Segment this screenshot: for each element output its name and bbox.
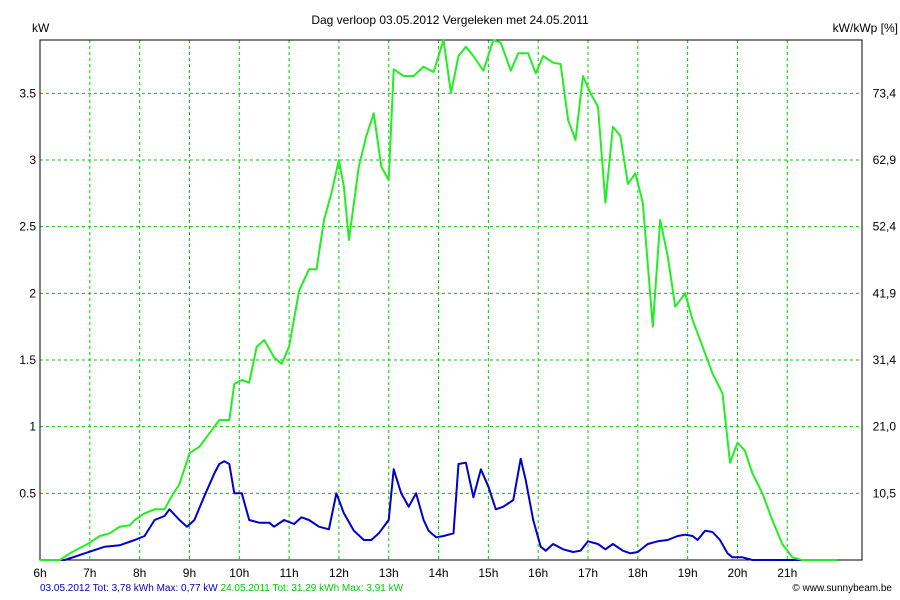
x-tick-label: 13h — [379, 566, 399, 580]
grid — [40, 40, 862, 560]
y-axis-left-label: kW — [32, 21, 50, 35]
y-tick-label-right: 31,4 — [873, 353, 897, 367]
x-tick-label: 21h — [777, 566, 797, 580]
y-axis-right-label: kW/kWp [%] — [833, 21, 898, 35]
y-axis-right: 10,5 21,0 31,4 41,9 52,4 62,9 73,4 — [873, 86, 897, 500]
legend-series-2-max: Max: 3,91 kW — [341, 583, 404, 594]
x-tick-label: 7h — [83, 566, 96, 580]
x-tick-label: 8h — [133, 566, 146, 580]
series-layer — [40, 39, 838, 561]
legend-series-2-label: 24.05.2011 — [220, 583, 270, 594]
x-axis: 6h 7h 8h 9h 10h 11h 12h 13h 14h 15h 16h 17h 18h 19h 20… — [33, 566, 797, 580]
y-axis-left: 0.5 1 1.5 2 2.5 3 3.5 — [19, 86, 36, 500]
y-tick-label-left: 1 — [29, 420, 36, 434]
y-tick-label-right: 62,9 — [873, 153, 897, 167]
y-tick-label-left: 2.5 — [19, 220, 36, 234]
x-tick-label: 18h — [628, 566, 648, 580]
legend-series-1: 03.05.2012 Tot: 3,78 kWh Max: 0,77 kW — [40, 583, 221, 594]
legend: 03.05.2012 Tot: 3,78 kWh Max: 0,77 kW 24… — [40, 583, 403, 594]
legend-series-2: 24.05.2011 Tot: 31,29 kWh Max: 3,91 kW — [221, 583, 404, 594]
x-tick-label: 6h — [33, 566, 46, 580]
y-tick-label-right: 73,4 — [873, 86, 897, 100]
legend-series-2-total: Tot: 31,29 kWh — [272, 583, 340, 594]
legend-series-1-label: 03.05.2012 — [40, 583, 91, 594]
series-line-2 — [40, 39, 838, 561]
chart-title: Dag verloop 03.05.2012 Vergeleken met 24… — [311, 13, 589, 27]
x-tick-label: 16h — [528, 566, 548, 580]
x-tick-label: 11h — [280, 566, 299, 580]
y-tick-label-right: 10,5 — [873, 486, 897, 500]
x-tick-label: 10h — [229, 566, 249, 580]
y-tick-label-right: 21,0 — [873, 420, 897, 434]
legend-series-1-total: Tot: 3,78 kWh — [92, 583, 154, 594]
y-tick-label-left: 1.5 — [19, 353, 36, 367]
legend-series-1-max: Max: 0,77 kW — [156, 583, 218, 594]
x-tick-label: 14h — [429, 566, 449, 580]
x-tick-label: 20h — [727, 566, 747, 580]
y-tick-label-left: 2 — [29, 286, 36, 300]
x-tick-label: 19h — [678, 566, 698, 580]
x-tick-label: 15h — [478, 566, 498, 580]
x-tick-label: 9h — [183, 566, 196, 580]
y-tick-label-left: 0.5 — [19, 486, 36, 500]
plot-area — [39, 39, 863, 561]
x-tick-label: 12h — [329, 566, 349, 580]
y-tick-label-right: 41,9 — [873, 286, 897, 300]
y-tick-label-left: 3.5 — [19, 86, 36, 100]
y-tick-label-left: 3 — [29, 153, 36, 167]
y-tick-label-right: 52,4 — [873, 220, 897, 234]
series-line-1 — [40, 457, 838, 561]
credit: © www.sunnybeam.be — [792, 583, 892, 594]
x-tick-label: 17h — [578, 566, 598, 580]
